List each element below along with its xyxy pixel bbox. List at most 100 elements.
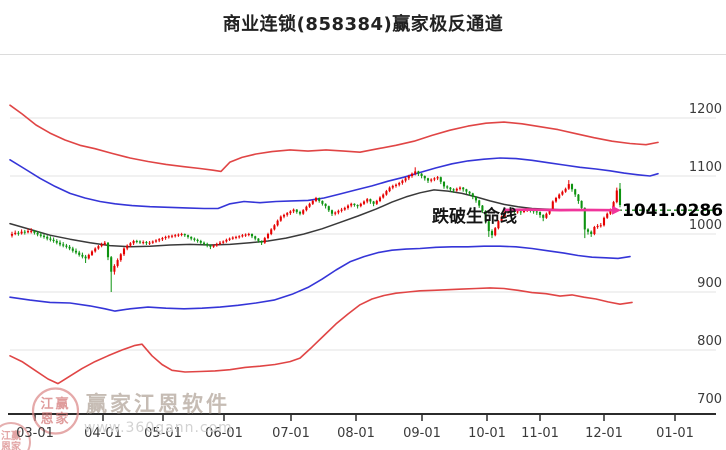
candle-body (343, 207, 346, 210)
candle-body (90, 251, 94, 255)
candle-body (596, 225, 599, 228)
candle-body (94, 248, 97, 252)
candle-body (186, 235, 190, 237)
candle-body (542, 214, 545, 218)
candle-body (110, 257, 113, 272)
candle-body (42, 235, 46, 237)
candle-body (116, 260, 119, 266)
channel-line-inner-top (9, 157, 659, 210)
candle-body (218, 242, 222, 244)
x-axis-label: 06-01 (205, 426, 243, 441)
y-axis-label: 1100 (688, 160, 722, 175)
candle-body (356, 205, 359, 207)
y-axis-label: 800 (697, 334, 722, 349)
candle-body (129, 243, 132, 246)
candle-body (260, 241, 263, 243)
candle-body (359, 203, 362, 207)
candle-body (126, 245, 129, 249)
candle-body (388, 187, 391, 192)
corner-seal-row1: 江赢 (1, 429, 21, 442)
life-line-highlight (503, 208, 614, 212)
watermark-brand: 赢家江恩软件 (86, 392, 230, 416)
candle-body (238, 236, 241, 238)
candle-body (97, 246, 100, 249)
title-separator (0, 54, 726, 55)
candle-body (516, 211, 519, 213)
candle-body (161, 238, 164, 240)
candle-body (375, 200, 378, 204)
seal-row2: 恩家 (40, 411, 70, 427)
candle-body (145, 242, 148, 244)
candle-body (583, 207, 586, 230)
candle-body (286, 213, 289, 215)
candle-body (468, 191, 471, 194)
candle-body (23, 231, 26, 233)
candle-body (417, 171, 420, 174)
candle-body (113, 265, 116, 272)
watermark-seal: 江赢 恩家 (31, 387, 80, 435)
candle-body (151, 241, 154, 243)
candle-body (404, 178, 407, 181)
candle-body (14, 232, 17, 234)
candle-body (311, 200, 314, 204)
y-axis-label: 1000 (688, 218, 722, 233)
x-axis-label: 12-01 (585, 426, 623, 441)
candle-body (305, 206, 308, 211)
candle-body (337, 210, 340, 213)
candle-body (385, 191, 388, 195)
seal-row1: 江赢 (40, 396, 70, 412)
candle-body (426, 178, 430, 181)
candle-body (334, 212, 337, 214)
candle-body (276, 220, 279, 226)
candle-body (142, 242, 145, 244)
candle-body (58, 242, 62, 245)
candle-body (193, 238, 196, 240)
candle-body (46, 236, 49, 239)
candle-body (231, 237, 234, 239)
candle-body (298, 212, 302, 214)
candle-body (65, 245, 68, 247)
overlays (503, 205, 716, 215)
highlight-arrow-head (612, 205, 621, 215)
x-axis-label: 09-01 (403, 426, 441, 441)
candle-body (436, 177, 439, 179)
candle-body (433, 178, 436, 180)
candle-body (103, 242, 106, 245)
candle-body (442, 181, 446, 187)
y-axis-label: 700 (697, 392, 722, 407)
candle-body (593, 227, 596, 234)
x-axis-label: 05-01 (144, 426, 182, 441)
candle-body (455, 188, 458, 191)
candle-body (190, 236, 193, 239)
candle-body (318, 198, 321, 201)
page-title: 商业连锁(858384)赢家极反通道 (222, 14, 504, 35)
candle-body (506, 211, 510, 213)
candle-body (407, 176, 410, 179)
candle-body (462, 187, 465, 190)
candle-body (321, 200, 324, 204)
candle-body (346, 205, 350, 208)
channel-line-life-line (9, 189, 619, 248)
candle-body (391, 185, 394, 188)
life-line-break-annotation: 跌破生命线 (432, 207, 517, 227)
candle-body (87, 254, 90, 259)
candle-body (247, 234, 250, 235)
candle-body (465, 189, 468, 192)
candle-body (535, 211, 538, 213)
candle-body (81, 254, 84, 257)
candle-body (513, 210, 516, 212)
candle-body (586, 229, 590, 232)
candle-body (478, 200, 481, 206)
candle-body (71, 248, 74, 251)
candle-body (215, 243, 218, 246)
candle-body (414, 171, 417, 174)
corner-seal-row2: 恩家 (1, 440, 22, 450)
candle-body (577, 194, 580, 201)
candle-body (62, 244, 65, 246)
candle-body (481, 205, 484, 211)
candle-body (609, 209, 612, 214)
candle-body (618, 188, 622, 205)
candle-body (180, 234, 183, 235)
